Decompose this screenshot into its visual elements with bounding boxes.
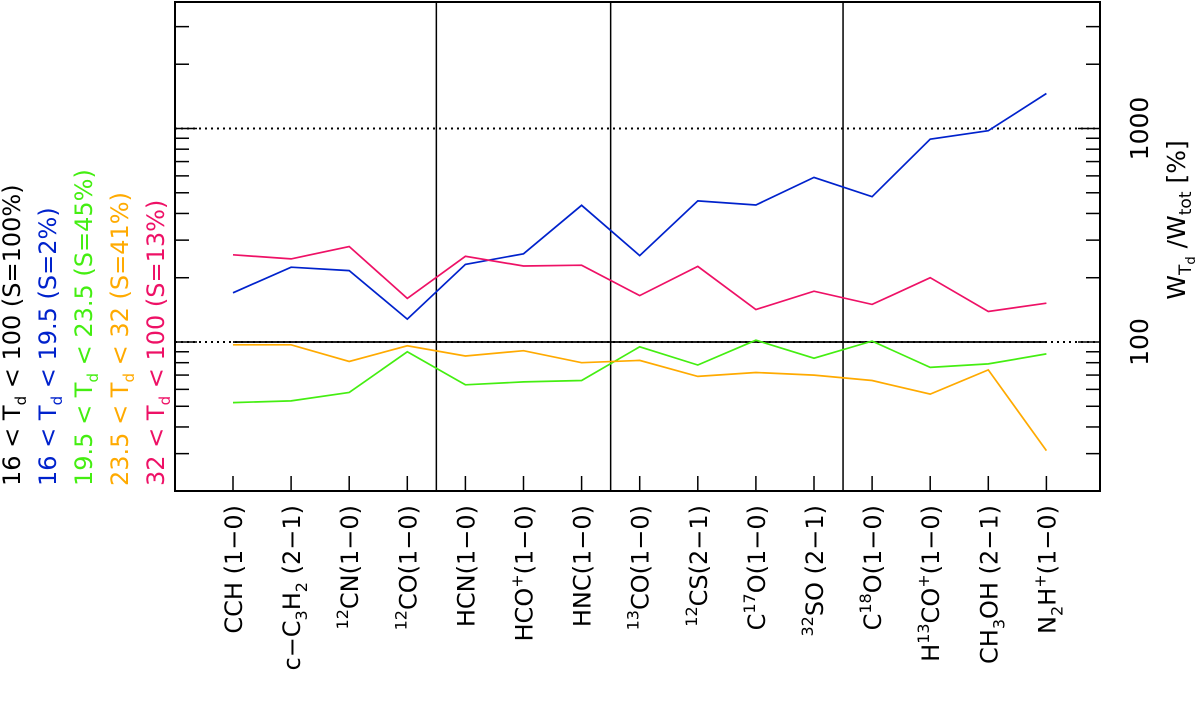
x-category-label-part: (1−0) [917,505,945,574]
x-category-label-part: OH (2−1) [975,505,1003,619]
x-category-label-part: 13 [624,610,643,630]
x-category-label-part: (1−0) [511,505,539,574]
y-axis-label-part: /W [1162,215,1191,256]
x-category-label-part: C [743,614,771,631]
x-category-label: HCN(1−0) [452,505,480,627]
x-category-label-part: (2−1) [278,505,306,582]
legend-entry-2: 19.5 < Td < 23.5 (S=45%) [70,169,102,486]
x-category-label: H13CO+(1−0) [914,505,945,662]
x-category-label-part: CO(1−0) [627,505,655,610]
x-category-label-part: SO (2−1) [801,505,829,616]
legend-entry-1: 16 < Td < 19.5 (S=2%) [34,207,66,486]
legend-text: 19.5 < T [70,382,98,486]
x-category-label-part: + [914,574,933,587]
x-category-label: C17O(1−0) [740,505,771,630]
legend-entry-4: 32 < Td < 100 (S=13%) [142,200,174,486]
series-line-1 [232,92,1047,321]
plot-frame [174,1,1101,492]
x-category-label: 13CO(1−0) [624,505,655,630]
x-category-label-part: 12 [391,610,410,630]
x-category-label: HCO+(1−0) [508,505,539,641]
x-category-label-part: + [1030,574,1049,587]
legend-sub: d [156,396,174,406]
legend-entry-3: 23.5 < Td < 32 (S=41%) [106,192,138,486]
legend-sub: d [12,396,30,406]
x-category-label-part: 17 [740,593,759,613]
x-category-label: HNC(1−0) [569,505,597,627]
x-category-label-part: O(1−0) [743,505,771,593]
x-category-label: CH3OH (2−1) [975,505,1008,664]
x-category-label-part: + [508,574,527,587]
y-axis-label: WTd /Wtot [%] [1162,140,1199,299]
x-category-label-part: H [1033,588,1061,606]
x-category-label: C18O(1−0) [856,505,887,630]
x-category-label-part: CS(2−1) [685,505,713,606]
x-category-label-part: HNC(1−0) [569,505,597,627]
x-category-label: c−C3H2 (2−1) [278,505,311,671]
y-axis-label-sub: T [1176,264,1196,276]
y-axis-label-part: W [1162,275,1191,300]
x-category-label-part: 12 [333,609,352,629]
legend-text: < 19.5 (S=2%) [34,207,62,396]
x-category-label-part: HCO [511,588,539,642]
legend-text: < 100 (S=13%) [142,200,170,396]
legend-sub: d [48,396,66,406]
y-tick-label-0: 100 [1125,318,1154,366]
x-category-label-part: 13 [914,623,933,643]
x-category-label-part: 12 [682,606,701,626]
x-category-label-part: CO [917,588,945,624]
x-category-label-part: HCN(1−0) [452,505,480,627]
legend-sub: d [84,373,102,383]
x-category-label-part: CN(1−0) [336,505,364,609]
series-line-3 [233,343,1048,452]
x-category-label-part: 18 [856,593,875,613]
x-category-label-part: CO(1−0) [394,505,422,610]
legend-text: 16 < T [0,405,26,486]
legend-entry-0: 16 < Td < 100 (S=100%) [0,184,30,486]
x-category-label-part: O(1−0) [859,505,887,593]
x-category-label: 12CN(1−0) [333,505,364,629]
x-category-label-part: 3 [989,619,1008,629]
legend-text: < 23.5 (S=45%) [70,169,98,373]
x-category-label: 12CS(2−1) [682,505,713,627]
legend-text: < 32 (S=41%) [106,192,134,373]
legend-text: 23.5 < T [106,382,134,486]
x-category-label-part: CH [975,629,1003,664]
y-axis-label-sub: tot [1176,191,1196,215]
x-category-label-part: (1−0) [1033,505,1061,574]
x-category-label: 12CO(1−0) [391,505,422,630]
x-category-label-part: 32 [798,616,817,636]
series-line-2 [232,339,1047,404]
legend-text: 32 < T [142,405,170,486]
y-axis-ticks [175,25,1100,455]
x-category-label-part: N [1033,616,1061,634]
x-axis-ticks [232,476,1048,491]
x-category-label-part: 3 [292,610,311,620]
x-category-label-part: CCH (1−0) [220,505,248,634]
legend-text: < 100 (S=100%) [0,184,26,396]
y-axis-label-sub: d [1184,256,1199,264]
legend-text: 16 < T [34,405,62,486]
x-category-label-part: 2 [1047,606,1066,616]
x-category-label-part: H [278,592,306,610]
x-category-label-part: C [859,614,887,631]
x-category-label: 32SO (2−1) [798,505,829,637]
x-category-label-part: c−C [278,620,306,670]
x-category-label: CCH (1−0) [220,505,248,634]
y-axis-label-unit: [%] [1162,140,1191,191]
x-category-label-part: 2 [292,582,311,592]
x-category-label-part: H [917,644,945,662]
legend-sub: d [120,373,138,383]
x-category-label: N2H+(1−0) [1030,505,1066,634]
y-tick-label-1: 1000 [1125,97,1154,161]
series-line-4 [232,245,1047,313]
